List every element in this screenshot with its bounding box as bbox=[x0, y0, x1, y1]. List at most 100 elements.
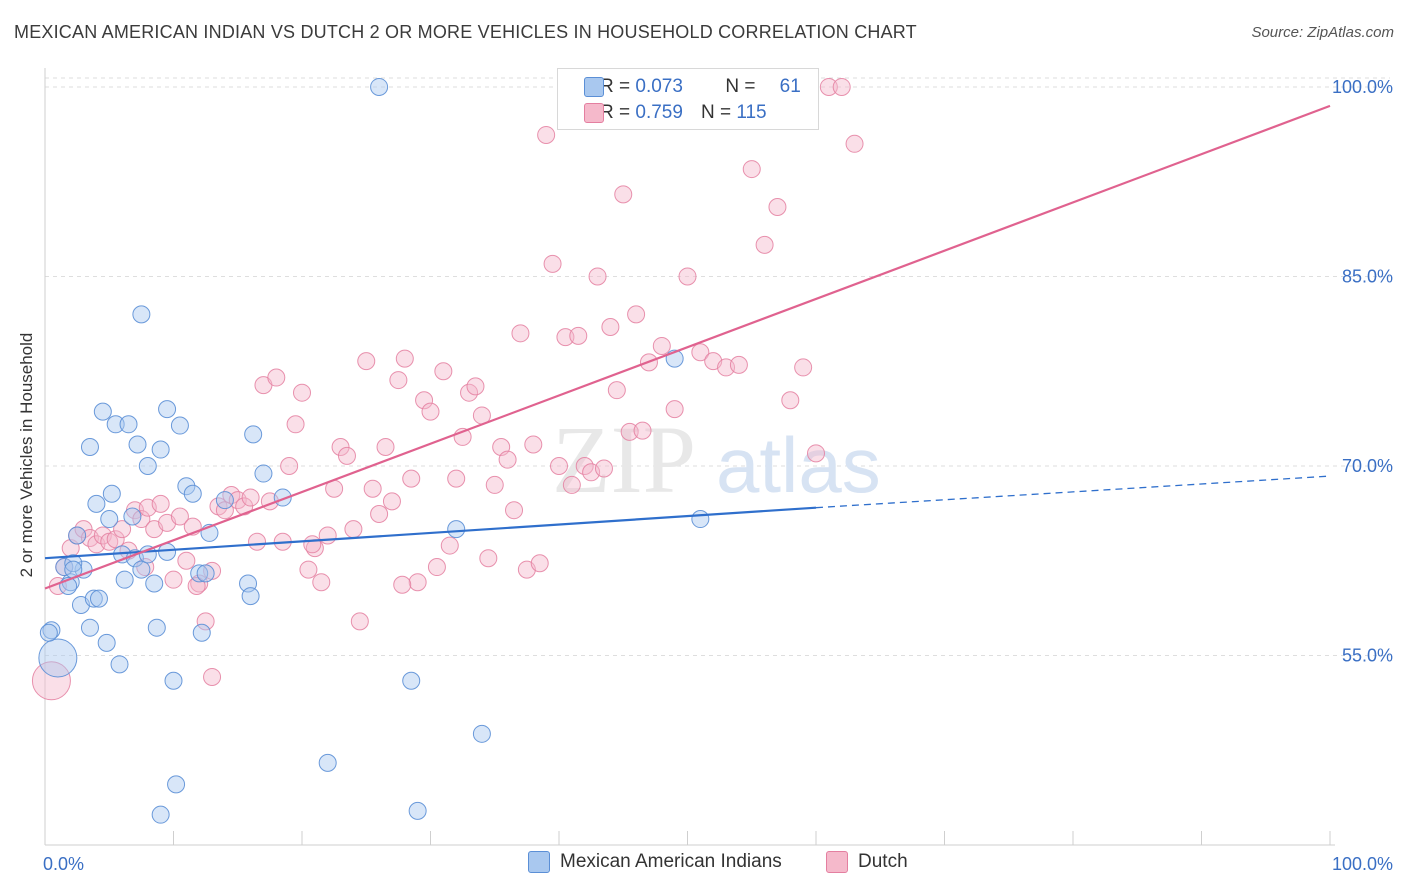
dutch-point bbox=[556, 328, 575, 347]
mexican-american-indian-point bbox=[93, 402, 112, 421]
dutch-point bbox=[376, 438, 395, 457]
dutch-point bbox=[614, 185, 633, 204]
tick-labels: 55.0% 70.0% 85.0% 100.0% 0.0% 100.0% bbox=[43, 77, 1393, 874]
mexican-american-indian-point bbox=[158, 400, 177, 419]
dutch-point bbox=[485, 475, 504, 494]
dutch-point bbox=[505, 501, 524, 520]
y-tick-label: 55.0% bbox=[1342, 645, 1393, 665]
r-label: R = bbox=[600, 76, 631, 97]
dutch-point bbox=[170, 507, 189, 526]
dutch-point bbox=[524, 435, 543, 454]
dutch-point bbox=[395, 349, 414, 368]
mexican-american-indian-point bbox=[167, 775, 186, 794]
dutch-point bbox=[550, 456, 568, 475]
mexican-american-indian-point bbox=[110, 655, 129, 674]
axes bbox=[44, 68, 1335, 846]
dutch-point bbox=[588, 267, 607, 286]
mexican-american-indian-point bbox=[80, 438, 99, 457]
dutch-point bbox=[382, 492, 401, 511]
legend-swatch-blue bbox=[528, 851, 550, 873]
mexican-american-indian-point bbox=[318, 753, 337, 772]
mexican-american-indian-point bbox=[39, 623, 58, 642]
dutch-point bbox=[575, 456, 594, 475]
dutch-point bbox=[164, 570, 183, 589]
dutch-point bbox=[440, 536, 459, 555]
watermark-atlas: atlas bbox=[716, 421, 881, 509]
n-value-blue: 61 bbox=[779, 76, 801, 97]
mexican-american-indian-point bbox=[119, 415, 138, 434]
legend-label-mexican-american-indians: Mexican American Indians bbox=[560, 851, 782, 872]
dutch-point bbox=[794, 358, 813, 377]
dutch-point bbox=[303, 535, 322, 554]
dutch-point bbox=[601, 318, 620, 336]
dutch-point bbox=[562, 475, 581, 494]
mexican-american-indian-point bbox=[177, 477, 196, 496]
dutch-point bbox=[627, 305, 646, 324]
mexican-american-indian-point bbox=[74, 560, 93, 579]
dutch-point bbox=[389, 371, 408, 390]
mexican-american-indian-point bbox=[170, 416, 189, 435]
mexican-american-indian-point bbox=[244, 425, 263, 444]
stats-legend-box: R = 0.073 N = 61 R = 0.759 N = 115 bbox=[557, 68, 819, 130]
mexican-american-indian-point bbox=[241, 587, 260, 606]
dutch-point bbox=[434, 362, 453, 381]
dutch-point bbox=[293, 383, 311, 402]
legend-item-mexican-american-indians[interactable]: Mexican American Indians bbox=[528, 851, 782, 873]
n-label: N = bbox=[725, 76, 756, 97]
mexican-american-indian-point bbox=[97, 633, 116, 652]
dutch-point bbox=[845, 134, 864, 153]
dutch-point bbox=[299, 560, 318, 579]
dutch-point bbox=[350, 612, 369, 631]
stats-row-pink: R = 0.759 N = 115 bbox=[584, 100, 767, 126]
mexican-american-indian-point bbox=[102, 484, 121, 503]
dutch-point bbox=[337, 446, 356, 465]
dutch-point bbox=[447, 469, 466, 488]
dutch-point bbox=[363, 479, 382, 498]
dutch-point bbox=[832, 77, 851, 96]
mexican-american-indian-point bbox=[151, 805, 170, 824]
mexican-american-indian-point bbox=[100, 510, 119, 529]
r-label: R = bbox=[600, 102, 631, 123]
dutch-point bbox=[652, 336, 671, 355]
dutch-point bbox=[543, 254, 562, 273]
watermark: ZIP atlas bbox=[552, 406, 881, 513]
mexican-american-indian-point bbox=[472, 724, 491, 743]
stats-row-blue: R = 0.073 N = 61 bbox=[584, 74, 801, 100]
y-tick-label: 100.0% bbox=[1332, 77, 1393, 97]
dutch-point bbox=[280, 456, 299, 475]
mexican-american-indian-point bbox=[89, 589, 108, 608]
dutch-point bbox=[498, 450, 517, 469]
dutch-point bbox=[267, 368, 286, 387]
mexican-american-indian-point bbox=[190, 564, 209, 583]
dutch-point bbox=[415, 391, 434, 410]
mexican-american-indian-point bbox=[84, 589, 103, 608]
dutch-point bbox=[241, 488, 260, 507]
mexican-american-indian-point bbox=[80, 618, 99, 637]
mexican-american-indian-point bbox=[215, 491, 234, 510]
mexican-american-indian-point bbox=[370, 77, 389, 96]
dutch-point bbox=[633, 421, 652, 440]
dutch-point bbox=[215, 501, 234, 520]
r-value-blue: 0.073 bbox=[635, 76, 683, 97]
r-value-pink: 0.759 bbox=[635, 102, 683, 123]
dutch-point bbox=[312, 573, 331, 592]
dutch-point bbox=[460, 383, 479, 402]
dutch-point bbox=[665, 400, 684, 419]
legend-label-dutch: Dutch bbox=[858, 851, 908, 872]
mexican-american-indian-point bbox=[106, 415, 125, 434]
x-tick-label: 100.0% bbox=[1332, 854, 1393, 874]
trend-lines bbox=[44, 104, 1331, 590]
n-value-pink: 115 bbox=[736, 102, 767, 123]
dutch-point bbox=[31, 661, 71, 701]
dutch-point bbox=[479, 549, 498, 568]
legend-item-dutch[interactable]: Dutch bbox=[826, 851, 908, 873]
mexican-american-indian-point bbox=[183, 484, 202, 503]
dutch-point bbox=[402, 469, 421, 488]
dutch-point bbox=[196, 612, 215, 631]
mexican-american-indian-point bbox=[196, 564, 215, 583]
dutch-point bbox=[620, 422, 639, 441]
pink-trend-line bbox=[44, 104, 1331, 590]
blue-trend-extension bbox=[815, 475, 1331, 509]
mexican-american-indian-point bbox=[447, 520, 466, 539]
dutch-point bbox=[729, 355, 748, 374]
